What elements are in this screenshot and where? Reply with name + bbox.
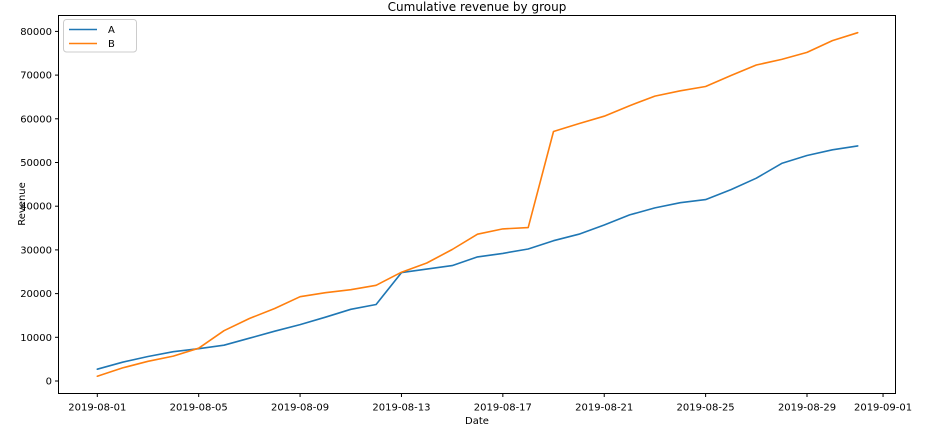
legend-frame: [63, 19, 137, 53]
x-tick-label: 2019-08-05: [170, 403, 228, 414]
y-tick-label: 80000: [20, 27, 52, 38]
chart-title: Cumulative revenue by group: [388, 0, 567, 14]
legend-label-b: B: [108, 39, 115, 50]
y-tick-label: 60000: [20, 114, 52, 125]
x-tick-label: 2019-08-13: [372, 403, 430, 414]
legend: AB: [63, 19, 137, 53]
y-tick-label: 0: [46, 377, 52, 388]
plot-area: 0 10000 20000 30000 40000 50000 60000 70000 8000…: [20, 15, 912, 414]
x-tick-label: 2019-09-01: [854, 403, 912, 414]
x-tick-label: 2019-08-17: [474, 403, 532, 414]
y-tick-label: 30000: [20, 245, 52, 256]
legend-label-a: A: [108, 25, 115, 36]
y-tick-label: 20000: [20, 289, 52, 300]
y-tick-label: 70000: [20, 71, 52, 82]
plot-frame: [58, 15, 896, 394]
series-line-a: [96, 145, 859, 371]
x-axis-label: Date: [465, 416, 489, 427]
x-tick-label: 2019-08-21: [575, 403, 633, 414]
x-tick-label: 2019-08-25: [677, 403, 735, 414]
y-tick-label: 10000: [20, 333, 52, 344]
x-tick-label: 2019-08-01: [68, 403, 126, 414]
x-tick-label: 2019-08-09: [271, 403, 329, 414]
y-tick-label: 40000: [20, 202, 52, 213]
y-axis-label: Revenue: [17, 182, 28, 226]
y-tick-label: 50000: [20, 158, 52, 169]
x-tick-label: 2019-08-29: [778, 403, 836, 414]
series-line-b: [96, 31, 859, 378]
